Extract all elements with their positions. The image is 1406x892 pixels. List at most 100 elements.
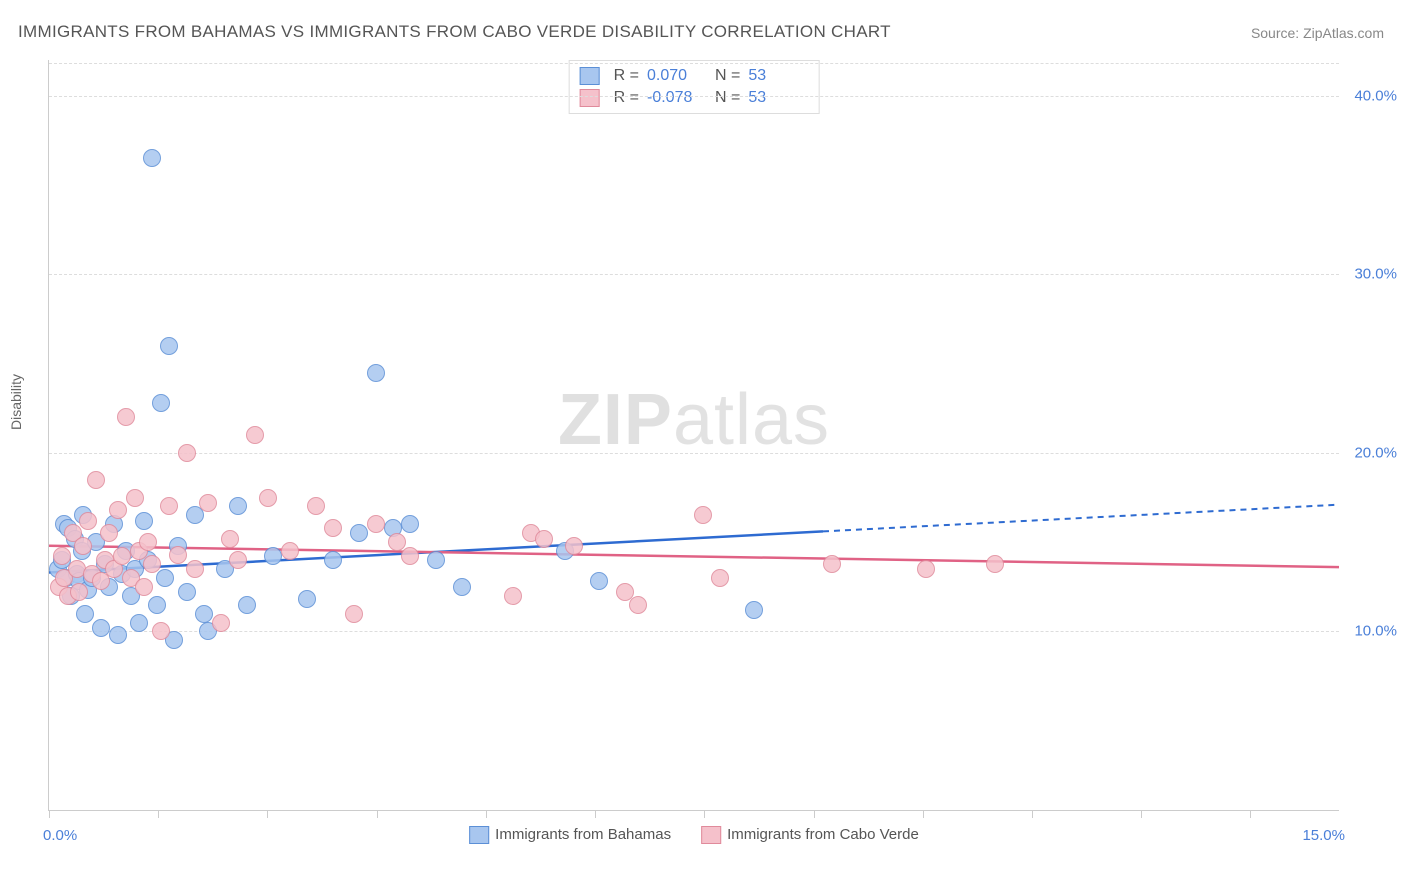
x-tick [1250,810,1251,818]
x-tick [814,810,815,818]
legend-item-caboverde: Immigrants from Cabo Verde [701,826,919,844]
scatter-point [823,555,841,573]
scatter-point [238,596,256,614]
scatter-point [367,364,385,382]
scatter-point [324,519,342,537]
scatter-point [186,560,204,578]
scatter-point [504,587,522,605]
scatter-point [74,537,92,555]
scatter-point [160,337,178,355]
scatter-point [92,619,110,637]
scatter-point [156,569,174,587]
scatter-point [70,583,88,601]
scatter-point [453,578,471,596]
scatter-point [590,572,608,590]
scatter-point [126,489,144,507]
x-tick [1141,810,1142,818]
plot-area: ZIPatlas R = 0.070 N = 53 R = -0.078 N =… [48,60,1339,811]
x-tick [158,810,159,818]
gridline-h [49,453,1339,454]
scatter-point [711,569,729,587]
y-tick-label: 10.0% [1354,623,1397,640]
chart-title: IMMIGRANTS FROM BAHAMAS VS IMMIGRANTS FR… [18,22,891,42]
scatter-point [109,626,127,644]
scatter-point [259,489,277,507]
correlation-row-bahamas: R = 0.070 N = 53 [580,65,809,87]
scatter-point [367,515,385,533]
x-axis-max-label: 15.0% [1302,827,1345,844]
scatter-point [427,551,445,569]
x-tick [267,810,268,818]
scatter-point [401,547,419,565]
scatter-point [565,537,583,555]
watermark-bold: ZIP [558,380,673,460]
gridline-h [49,274,1339,275]
scatter-point [345,605,363,623]
correlation-row-caboverde: R = -0.078 N = 53 [580,87,809,109]
n-value: 53 [748,67,808,85]
r-label: R = [614,89,639,107]
y-tick-label: 20.0% [1354,444,1397,461]
gridline-h [49,63,1339,64]
scatter-point [745,601,763,619]
x-tick [486,810,487,818]
scatter-point [281,542,299,560]
scatter-point [694,506,712,524]
x-tick [704,810,705,818]
x-tick [377,810,378,818]
n-label: N = [715,67,740,85]
scatter-point [246,426,264,444]
scatter-point [229,497,247,515]
x-tick [595,810,596,818]
scatter-point [100,524,118,542]
swatch-bahamas [580,67,600,85]
scatter-point [135,512,153,530]
swatch-caboverde [580,89,600,107]
swatch-caboverde [701,826,721,844]
scatter-point [221,530,239,548]
scatter-point [135,578,153,596]
gridline-h [49,96,1339,97]
x-tick [49,810,50,818]
n-value: 53 [748,89,808,107]
scatter-point [76,605,94,623]
scatter-point [152,622,170,640]
scatter-point [401,515,419,533]
scatter-point [229,551,247,569]
scatter-point [986,555,1004,573]
x-axis-min-label: 0.0% [43,827,77,844]
scatter-point [139,533,157,551]
scatter-point [307,497,325,515]
scatter-point [87,471,105,489]
scatter-point [152,394,170,412]
scatter-point [109,501,127,519]
legend-item-bahamas: Immigrants from Bahamas [469,826,671,844]
x-tick [923,810,924,818]
r-label: R = [614,67,639,85]
source-attribution: Source: ZipAtlas.com [1251,25,1384,41]
correlation-legend: R = 0.070 N = 53 R = -0.078 N = 53 [569,60,820,114]
legend-label: Immigrants from Cabo Verde [727,826,919,843]
scatter-point [178,583,196,601]
scatter-point [160,497,178,515]
watermark-logo: ZIPatlas [558,379,830,461]
scatter-point [148,596,166,614]
legend-label: Immigrants from Bahamas [495,826,671,843]
gridline-h [49,631,1339,632]
scatter-point [143,149,161,167]
watermark-light: atlas [673,380,830,460]
scatter-point [113,547,131,565]
scatter-point [169,546,187,564]
scatter-point [178,444,196,462]
r-value: -0.078 [647,89,707,107]
scatter-point [117,408,135,426]
y-axis-label: Disability [8,374,24,430]
scatter-point [130,614,148,632]
swatch-bahamas [469,826,489,844]
scatter-point [917,560,935,578]
scatter-point [264,547,282,565]
scatter-point [350,524,368,542]
scatter-point [79,512,97,530]
scatter-point [298,590,316,608]
scatter-point [535,530,553,548]
